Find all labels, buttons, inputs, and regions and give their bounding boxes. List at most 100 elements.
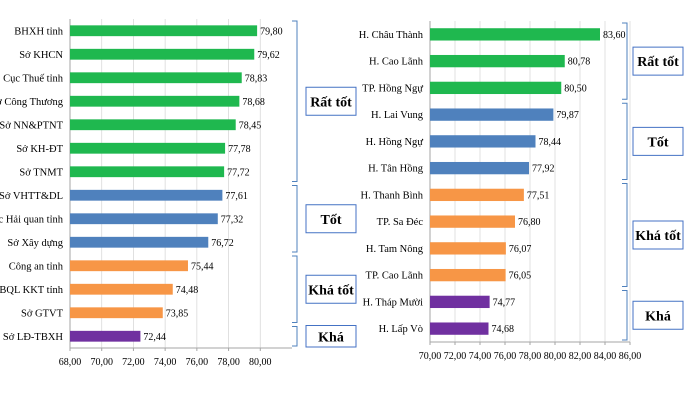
group-label: Khá: [645, 309, 671, 324]
value-label: 80,78: [568, 57, 591, 68]
category-label: Sở GTVT: [21, 308, 64, 319]
group-bracket: [292, 326, 298, 347]
value-label: 74,68: [492, 324, 515, 335]
value-label: 83,60: [603, 30, 626, 41]
value-label: 77,92: [532, 164, 555, 175]
category-label: H. Tân Hồng: [368, 164, 424, 175]
group-bracket: [622, 22, 628, 100]
x-tick-label: 72,00: [444, 351, 467, 362]
category-label: Cục Thuế tỉnh: [3, 73, 64, 84]
group-label: Tốt: [321, 213, 342, 228]
bar: [70, 142, 226, 154]
value-label: 72,44: [143, 332, 166, 343]
category-label: Cục Hải quan tỉnh: [0, 214, 64, 225]
value-label: 78,44: [539, 137, 562, 148]
x-tick-label: 80,00: [249, 357, 272, 368]
bar: [70, 95, 240, 107]
category-label: H. Tam Nông: [366, 244, 424, 255]
value-label: 79,80: [260, 26, 283, 37]
group-bracket: [292, 255, 298, 323]
category-label: H. Lai Vung: [371, 110, 424, 121]
value-label: 78,68: [242, 97, 265, 108]
left-chart: 68,00 70,00 72,00 74,00 76,00 78,00 80,00 BHXH …: [0, 19, 357, 368]
value-label: 78,45: [239, 120, 262, 131]
x-tick-label: 74,00: [154, 357, 177, 368]
value-label: 77,51: [527, 190, 550, 201]
group-label: Rất tốt: [310, 95, 352, 110]
x-tick-label: 74,00: [469, 351, 492, 362]
category-label: BQL KKT tỉnh: [0, 285, 64, 296]
group-bracket: [622, 183, 628, 287]
group-bracket: [292, 20, 298, 182]
bar: [70, 189, 223, 201]
bar: [70, 119, 236, 131]
group-label-box: [632, 46, 684, 76]
group-bracket: [622, 102, 628, 180]
category-label: H. Hồng Ngự: [366, 137, 424, 148]
category-label: TP. Sa Đéc: [377, 217, 424, 228]
group-bracket: [292, 185, 298, 253]
value-label: 74,77: [493, 297, 516, 308]
category-label: TP. Hồng Ngự: [362, 83, 423, 94]
group-label-box: [305, 325, 357, 348]
value-label: 76,72: [211, 238, 234, 249]
category-label: Sở NN&PTNT: [0, 120, 64, 131]
bar: [430, 161, 529, 175]
group-bracket: [622, 290, 628, 341]
x-tick-label: 78,00: [519, 351, 542, 362]
group-label-box: [632, 300, 684, 330]
bar: [70, 213, 218, 225]
category-label: Sở TNMT: [19, 167, 63, 178]
bar: [430, 268, 506, 282]
bar: [430, 188, 524, 202]
category-label: H. Thanh Bình: [360, 190, 423, 201]
group-label: Rất tốt: [637, 55, 679, 70]
value-label: 73,85: [166, 308, 189, 319]
bar: [70, 236, 209, 248]
value-label: 78,83: [245, 73, 267, 84]
value-label: 76,07: [509, 244, 532, 255]
category-label: Sở KH-ĐT: [16, 144, 63, 155]
x-tick-label: 82,00: [569, 351, 592, 362]
group-label: Khá tốt: [308, 283, 354, 298]
category-label: H. Cao Lãnh: [369, 57, 424, 68]
category-label: TP. Cao Lãnh: [366, 271, 424, 282]
bar: [70, 307, 163, 319]
bar: [70, 25, 258, 37]
bar: [70, 72, 242, 84]
category-label: Sở Công Thương: [0, 97, 64, 108]
x-tick-label: 76,00: [494, 351, 517, 362]
value-label: 79,87: [556, 110, 579, 121]
value-label: 77,72: [227, 167, 250, 178]
x-tick-label: 80,00: [544, 351, 567, 362]
group-label: Khá: [318, 330, 344, 345]
value-label: 77,78: [228, 144, 251, 155]
value-label: 77,61: [225, 191, 248, 202]
group-label: Khá tốt: [635, 229, 681, 244]
bar: [430, 54, 565, 68]
bar: [430, 135, 536, 148]
bar: [430, 322, 489, 335]
bar: [430, 295, 490, 309]
category-label: H. Châu Thành: [359, 30, 424, 41]
bar: [430, 215, 515, 228]
bar: [70, 283, 173, 295]
value-label: 76,05: [509, 271, 532, 282]
value-label: 74,48: [176, 285, 199, 296]
group-label-box: [305, 204, 357, 234]
category-label: H. Tháp Mười: [363, 297, 423, 308]
bar: [70, 166, 225, 178]
x-tick-label: 76,00: [186, 357, 209, 368]
category-label: Sở LĐ-TBXH: [3, 332, 64, 343]
category-label: H. Lấp Vò: [379, 324, 423, 335]
value-label: 76,80: [518, 217, 541, 228]
x-tick-label: 86,00: [619, 351, 642, 362]
group-label-box: [305, 274, 357, 304]
bar: [70, 330, 141, 342]
x-tick-label: 68,00: [59, 357, 82, 368]
category-label: BHXH tỉnh: [14, 26, 63, 37]
category-label: Sở VHTT&DL: [0, 191, 63, 202]
bar: [70, 48, 255, 60]
x-tick-label: 84,00: [594, 351, 617, 362]
